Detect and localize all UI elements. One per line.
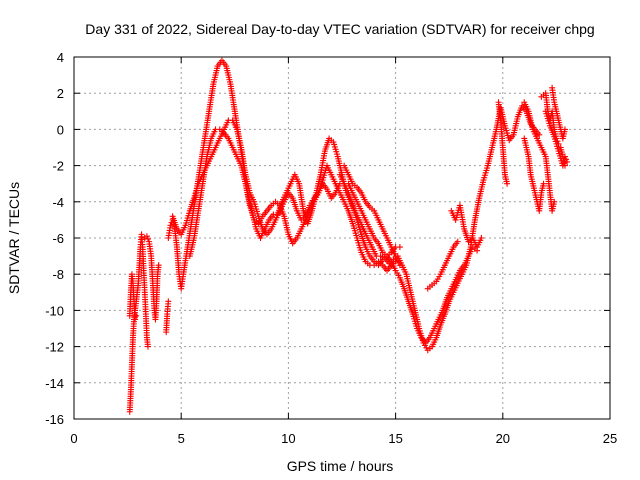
- data-point-marker: [561, 153, 568, 160]
- series-track-b: [126, 271, 140, 323]
- x-tick-label: 15: [388, 431, 402, 446]
- y-tick-label: -6: [52, 231, 64, 246]
- y-tick-label: 0: [57, 122, 64, 137]
- data-point-marker: [155, 262, 162, 269]
- data-point-marker: [165, 298, 172, 305]
- data-point-marker: [396, 244, 403, 251]
- series-track-n: [521, 99, 558, 214]
- data-points: [126, 57, 571, 415]
- data-point-marker: [536, 131, 543, 138]
- series-track-l: [495, 99, 511, 187]
- x-axis-label: GPS time / hours: [287, 458, 394, 474]
- x-tick-label: 20: [496, 431, 510, 446]
- x-tick-label: 25: [603, 431, 617, 446]
- chart-title: Day 331 of 2022, Sidereal Day-to-day VTE…: [85, 21, 594, 37]
- x-tick-label: 10: [281, 431, 295, 446]
- series-track-d: [163, 298, 172, 336]
- x-tick-label: 5: [178, 431, 185, 446]
- series-track-j: [424, 238, 461, 292]
- data-point-marker: [561, 126, 568, 133]
- data-point-marker: [478, 235, 485, 241]
- y-tick-label: -4: [52, 195, 64, 210]
- series-track-p: [549, 84, 568, 142]
- data-point-marker: [144, 235, 151, 242]
- y-tick-label: -12: [45, 340, 64, 355]
- series-track-a: [126, 231, 151, 415]
- series-track-m: [521, 135, 547, 214]
- data-point-marker: [564, 158, 571, 165]
- data-point-marker: [454, 238, 461, 245]
- data-point-marker: [132, 316, 139, 323]
- data-point-marker: [143, 233, 150, 240]
- series-track-k: [448, 202, 485, 251]
- x-tick-label: 0: [70, 431, 77, 446]
- data-point-marker: [133, 312, 140, 319]
- series-track-g: [186, 126, 399, 274]
- data-point-marker: [144, 343, 151, 350]
- data-point-marker: [540, 180, 547, 187]
- data-point-marker: [551, 198, 558, 205]
- data-point-marker: [563, 156, 570, 163]
- y-tick-label: -10: [45, 303, 64, 318]
- data-point-marker: [167, 222, 174, 229]
- grid-lines: [74, 57, 610, 419]
- series-track-i: [341, 162, 403, 269]
- y-tick-label: -16: [45, 412, 64, 427]
- y-axis-label: SDTVAR / TECUs: [6, 182, 22, 294]
- series-track-q: [542, 108, 571, 169]
- series-track-h: [336, 171, 403, 260]
- y-tick-label: -8: [52, 267, 64, 282]
- y-tick-label: 2: [57, 86, 64, 101]
- y-tick-label: 4: [57, 50, 64, 65]
- y-tick-label: -14: [45, 376, 64, 391]
- y-tick-labels: -16 -14 -12 -10 -8 -6 -4 -2 0 2 4: [45, 50, 610, 427]
- data-point-marker: [504, 180, 511, 187]
- y-tick-label: -2: [52, 159, 64, 174]
- plot-frame: [73, 56, 611, 420]
- series-track-c: [141, 233, 162, 323]
- data-point-marker: [396, 262, 403, 269]
